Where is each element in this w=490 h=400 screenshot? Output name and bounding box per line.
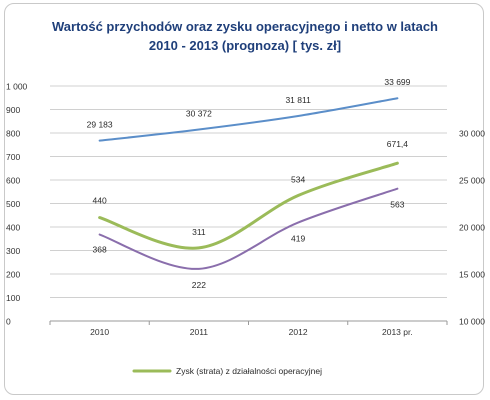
data-label: 563: [390, 200, 404, 210]
legend-label: Zysk (strata) z działalności operacyjnej: [176, 366, 322, 376]
data-label: 671,4: [387, 139, 409, 149]
data-label: 419: [291, 234, 305, 244]
data-label: 30 372: [186, 109, 212, 119]
y-left-tick-label: 200: [6, 270, 20, 280]
data-label: 368: [93, 245, 107, 255]
y-left-tick-label: 700: [6, 152, 20, 162]
data-label: 534: [291, 175, 305, 185]
data-label: 33 699: [384, 77, 410, 87]
chart-title: Wartość przychodów oraz zysku operacyjne…: [0, 17, 490, 55]
y-left-tick-label: 0: [6, 317, 11, 327]
series-lines: [98, 97, 399, 270]
net-profit-series-line: [98, 187, 399, 270]
data-label: 222: [192, 280, 206, 290]
y-right-tick-label: 10 000: [459, 317, 485, 327]
y-left-tick-label: 100: [6, 293, 20, 303]
y-left-tick-label: 900: [6, 105, 20, 115]
x-tick-label: 2013 pr.: [382, 327, 413, 337]
x-tick-label: 2012: [289, 327, 308, 337]
y-left-tick-label: 300: [6, 246, 20, 256]
data-labels: 29 183 30 372 31 811 33 699 440 311 534 671,4 36…: [87, 77, 411, 290]
data-label: 311: [192, 227, 206, 237]
chart-title-line-2: 2010 - 2013 (prognoza) [ tys. zł]: [148, 38, 342, 53]
y-right-tick-label: 15 000: [459, 270, 485, 280]
data-label: 31 811: [285, 95, 311, 105]
y-left-tick-label: 800: [6, 129, 20, 139]
chart-title-line-1: Wartość przychodów oraz zysku operacyjne…: [52, 19, 438, 34]
legend: Zysk (strata) z działalności operacyjnej: [132, 366, 322, 376]
operating-profit-series-line: [98, 161, 399, 250]
chart-frame: [4, 3, 484, 395]
y-left-tick-label: 600: [6, 176, 20, 186]
y-left-tick-label: 500: [6, 199, 20, 209]
y-left-tick-label: 1 000: [6, 82, 28, 92]
data-label: 440: [93, 196, 107, 206]
y-right-tick-label: 30 000: [459, 129, 485, 139]
revenue-series-line: [98, 97, 399, 142]
x-tick-label: 2011: [190, 327, 209, 337]
x-tick-label: 2010: [90, 327, 109, 337]
y-right-tick-label: 25 000: [459, 176, 485, 186]
axis-tick-labels: 0 100 200 300 400 500 600 700 800 900 1 000 10 000 1…: [6, 82, 485, 338]
y-left-tick-label: 400: [6, 223, 20, 233]
y-right-tick-label: 20 000: [459, 223, 485, 233]
data-label: 29 183: [87, 120, 113, 130]
